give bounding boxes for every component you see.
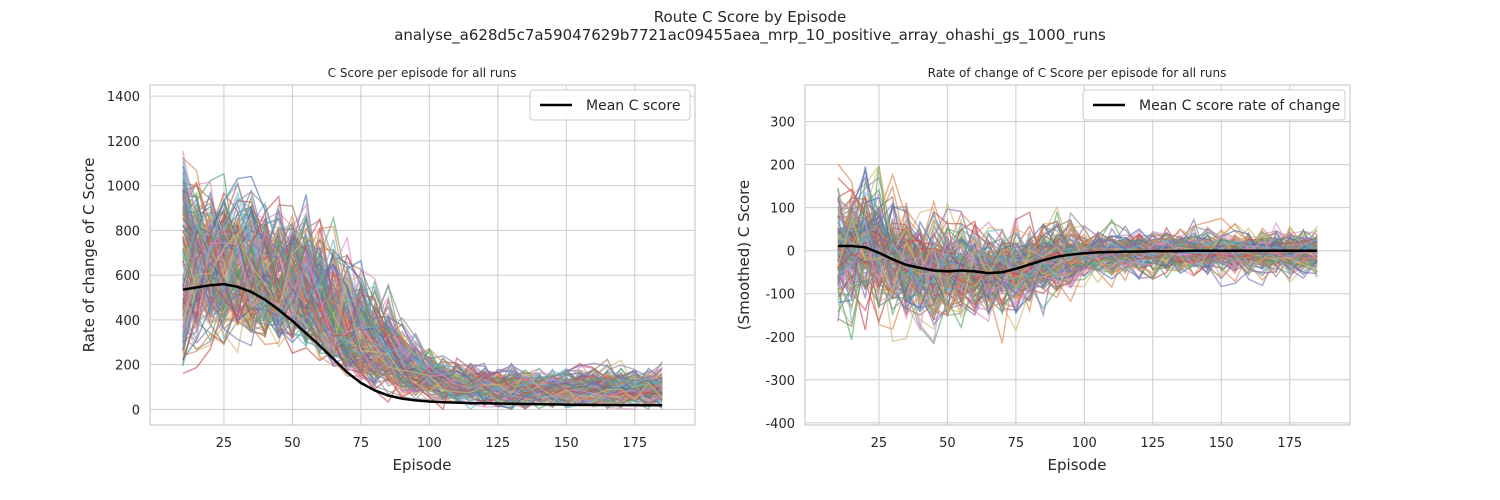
y-tick-label: 1000 [107,180,140,195]
x-tick-label: 125 [485,436,510,451]
run-line [837,214,1318,332]
y-tick-label: 600 [115,269,140,284]
y-tick-label: 0 [787,245,795,260]
mean-line [182,282,663,407]
y-tick-label: 200 [770,159,795,174]
x-tick-label: 50 [939,436,956,451]
left-chart-xlabel: Episode [393,456,452,474]
run-line [837,216,1318,314]
right-chart-title: Rate of change of C Score per episode fo… [928,66,1227,80]
y-tick-label: 200 [115,359,140,374]
legend-box [1082,89,1346,121]
run-line [182,196,663,410]
legend-box [529,89,691,121]
run-line [837,196,1318,299]
y-tick-label: 1400 [107,90,140,105]
run-line [182,234,663,411]
run-lines [182,150,663,411]
y-tick-label: 300 [770,116,795,131]
right-chart: 25 50 75 100 125 150 175 -400 -300 -200 -100 0 100 20… [735,66,1351,474]
x-tick-label: 175 [622,436,647,451]
x-tick-label: 100 [1072,436,1097,451]
run-line [182,165,663,399]
x-tick-label: 50 [284,436,301,451]
run-line [837,211,1318,340]
right-legend-label: Mean C score rate of change [1139,98,1340,114]
y-tick-label: 0 [132,403,140,418]
run-line [182,232,663,402]
y-tick-label: 100 [770,202,795,217]
axes-frame [804,84,1351,426]
x-tick-label: 150 [554,436,579,451]
run-line [837,196,1318,317]
run-line [182,216,663,409]
x-tick-label: 25 [216,436,233,451]
x-tick-label: 75 [353,436,370,451]
right-chart-ylabel: (Smoothed) C Score [735,180,753,330]
left-legend-label: Mean C score [586,98,680,114]
run-line [182,181,663,405]
figure-subtitle: analyse_a628d5c7a59047629b7721ac09455aea… [394,26,1106,45]
right-chart-xlabel: Episode [1048,456,1107,474]
y-tick-label: -200 [765,331,795,346]
x-tick-label: 150 [1209,436,1234,451]
run-line [837,233,1318,293]
x-tick-label: 175 [1277,436,1302,451]
run-line [837,165,1318,318]
x-tick-label: 125 [1140,436,1165,451]
y-tick-label: 800 [115,224,140,239]
figure-title: Route C Score by Episode [654,8,846,26]
left-chart-title: C Score per episode for all runs [328,66,517,80]
left-chart: 25 50 75 100 125 150 175 0 200 400 600 800 1000 1200 1… [80,66,696,474]
y-tick-label: -300 [765,374,795,389]
y-tick-label: -400 [765,417,795,432]
run-line [182,242,663,403]
axes-frame [149,84,696,426]
left-chart-ylabel: Rate of change of C Score [80,158,98,353]
y-tick-label: -100 [765,288,795,303]
y-tick-label: 400 [115,314,140,329]
x-tick-label: 100 [417,436,442,451]
y-tick-label: 1200 [107,135,140,150]
x-tick-label: 25 [871,436,888,451]
mean-line [837,244,1318,275]
x-tick-label: 75 [1008,436,1025,451]
